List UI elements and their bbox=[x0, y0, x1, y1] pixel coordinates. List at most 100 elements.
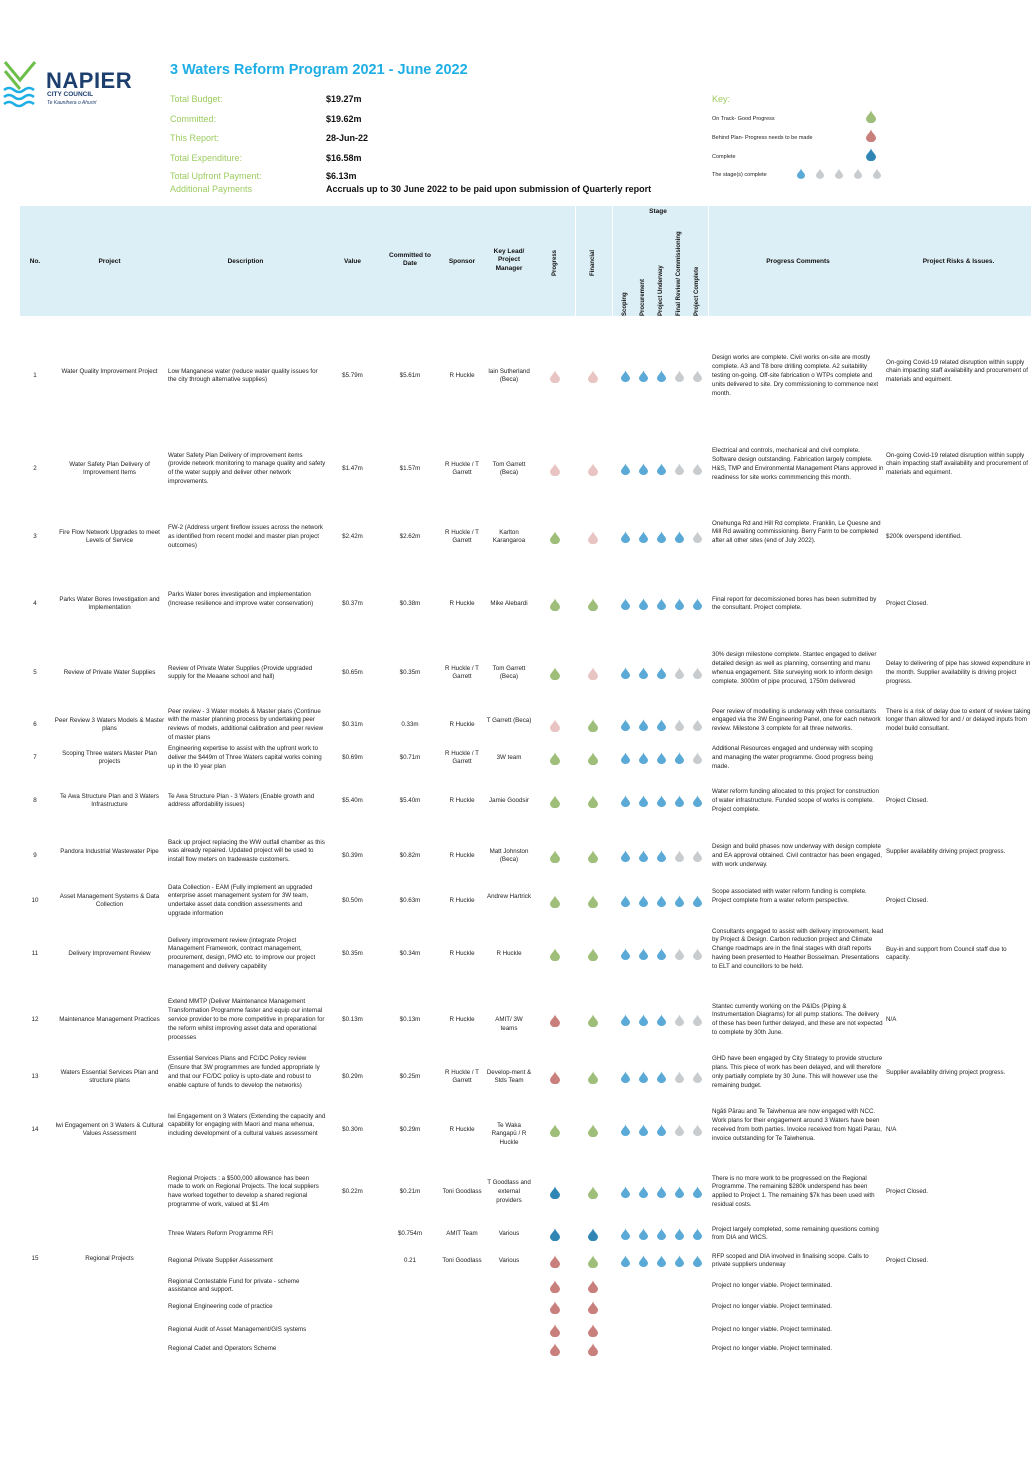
row-number: 14 bbox=[31, 1126, 39, 1133]
summary-label: Additional Payments bbox=[170, 184, 253, 194]
project-name: Peer Review 3 Waters Models & Master pla… bbox=[54, 716, 165, 733]
project-risk: On-going Covid-19 related disruption wit… bbox=[886, 358, 1028, 384]
project-name: Scoping Three waters Master Plan project… bbox=[62, 749, 157, 766]
header-comments: Progress Comments bbox=[766, 258, 830, 265]
key-stage-icon bbox=[873, 168, 881, 179]
progress-status-icon bbox=[550, 1124, 560, 1137]
stage-drop-icon bbox=[693, 850, 702, 862]
financial-status-icon bbox=[588, 752, 598, 765]
table-header bbox=[20, 206, 1031, 316]
key-stage-icon bbox=[835, 168, 843, 179]
project-value: $0.39m bbox=[342, 852, 363, 859]
row-number: 3 bbox=[33, 533, 37, 540]
stage-drop-icon bbox=[675, 850, 684, 862]
project-risk: N/A bbox=[886, 1016, 897, 1023]
project-lead: R Huckle bbox=[496, 950, 522, 957]
project-risk: Project Closed. bbox=[886, 797, 928, 804]
project-value: $0.50m bbox=[342, 897, 363, 904]
stage-drop-icon bbox=[693, 1228, 702, 1240]
project-lead: Karlton Karangaroa bbox=[492, 528, 526, 545]
page-title: 3 Waters Reform Program 2021 - June 2022 bbox=[170, 62, 468, 78]
project-name: Te Awa Structure Plan and 3 Waters Infra… bbox=[59, 792, 160, 809]
row-number: 2 bbox=[33, 465, 37, 472]
project-description: Data Collection - EAM (Fully implement a… bbox=[168, 883, 313, 918]
progress-comment: Onehunga Rd and Hill Rd complete. Frankl… bbox=[712, 519, 881, 545]
stage-drop-icon bbox=[657, 752, 666, 764]
header-divider bbox=[708, 206, 709, 318]
header-sponsor: Sponsor bbox=[448, 258, 476, 265]
stage-drop-icon bbox=[693, 795, 702, 807]
stage-drop-icon bbox=[693, 752, 702, 764]
stage-drop-icon bbox=[657, 463, 666, 475]
stage-drop-icon bbox=[657, 1014, 666, 1026]
key-label: The stage(s) complete bbox=[712, 172, 767, 178]
stage-drop-icon bbox=[693, 895, 702, 907]
header-divider bbox=[575, 206, 576, 318]
stage-drop-icon bbox=[675, 370, 684, 382]
project-committed: $0.21m bbox=[399, 1188, 421, 1195]
project-committed: 0.21 bbox=[403, 1257, 417, 1264]
key-on-track-icon bbox=[866, 110, 876, 123]
project-lead: Develop-ment & Stds Team bbox=[486, 1068, 532, 1085]
progress-comment: Design and build phases now underway wit… bbox=[712, 843, 882, 868]
progress-status-icon bbox=[550, 1014, 560, 1027]
progress-comment: Project no longer viable. Project termin… bbox=[712, 1326, 833, 1333]
stage-drop-icon bbox=[675, 531, 684, 543]
header-lead: Key Lead/ Project Manager bbox=[493, 248, 525, 272]
project-committed: $0.13m bbox=[399, 1016, 421, 1023]
stage-drop-icon bbox=[693, 1071, 702, 1083]
stage-drop-icon bbox=[621, 1014, 630, 1026]
financial-status-icon bbox=[588, 850, 598, 863]
summary-label: This Report: bbox=[170, 133, 220, 143]
stage-drop-icon bbox=[639, 948, 648, 960]
progress-status-icon bbox=[550, 1280, 560, 1293]
project-risk: Supplier availablity driving project pro… bbox=[886, 1068, 1006, 1076]
project-sponsor: Toni Goodlass bbox=[442, 1188, 482, 1195]
financial-status-icon bbox=[588, 598, 598, 611]
row-number: 10 bbox=[31, 897, 39, 904]
stage-drop-icon bbox=[675, 1071, 684, 1083]
row-number: 8 bbox=[33, 797, 37, 804]
project-value: $0.22m bbox=[342, 1188, 363, 1195]
stage-drop-icon bbox=[621, 948, 630, 960]
project-value: $0.35m bbox=[342, 950, 363, 957]
key-behind-icon bbox=[866, 129, 876, 142]
header-stage-group: Stage bbox=[649, 208, 667, 215]
project-committed: 0.33m bbox=[401, 721, 419, 728]
project-sponsor: R Huckle bbox=[449, 600, 475, 607]
stage-drop-icon bbox=[675, 463, 684, 475]
summary-label: Committed: bbox=[170, 114, 217, 124]
project-committed: $0.71m bbox=[399, 754, 421, 761]
stage-drop-icon bbox=[693, 667, 702, 679]
stage-drop-icon bbox=[621, 531, 630, 543]
key-stage-icon bbox=[797, 168, 805, 179]
financial-status-icon bbox=[588, 719, 598, 732]
financial-status-icon bbox=[588, 1071, 598, 1084]
project-risk: There is a risk of delay due to extent o… bbox=[886, 707, 1031, 733]
project-value: $0.65m bbox=[342, 669, 363, 676]
key-label: On Track- Good Progress bbox=[712, 116, 775, 122]
project-lead: 3W team bbox=[496, 754, 522, 761]
project-name: Iwi Engagement on 3 Waters & Cultural Va… bbox=[55, 1121, 164, 1138]
stage-drop-icon bbox=[621, 1255, 630, 1267]
project-description: Parks Water bores investigation and impl… bbox=[168, 591, 314, 607]
project-risk: On-going Covid-19 related disruption wit… bbox=[886, 451, 1028, 477]
project-value: $5.79m bbox=[342, 372, 363, 379]
logo-wordmark: NAPIER bbox=[46, 68, 133, 93]
project-sponsor: R Huckle / T Garrett bbox=[445, 749, 479, 766]
stage-drop-icon bbox=[639, 1228, 648, 1240]
summary-label: Total Budget: bbox=[170, 94, 223, 104]
header-scoping: Scoping bbox=[622, 292, 628, 316]
header-no: No. bbox=[29, 258, 41, 265]
project-name: Asset Management Systems & Data Collecti… bbox=[59, 892, 160, 909]
stage-drop-icon bbox=[693, 598, 702, 610]
project-committed: $1.57m bbox=[399, 465, 421, 472]
project-committed: $0.754m bbox=[397, 1230, 423, 1237]
row-number: 11 bbox=[31, 950, 39, 957]
header-final-review: Final Review/ Commissioning bbox=[676, 231, 682, 316]
project-lead: Tom Garrett (Beca) bbox=[492, 664, 526, 681]
stage-drop-icon bbox=[639, 795, 648, 807]
project-description: Regional Cadet and Operators Scheme bbox=[168, 1345, 277, 1352]
project-committed: $0.34m bbox=[399, 950, 421, 957]
progress-status-icon bbox=[550, 1186, 560, 1199]
